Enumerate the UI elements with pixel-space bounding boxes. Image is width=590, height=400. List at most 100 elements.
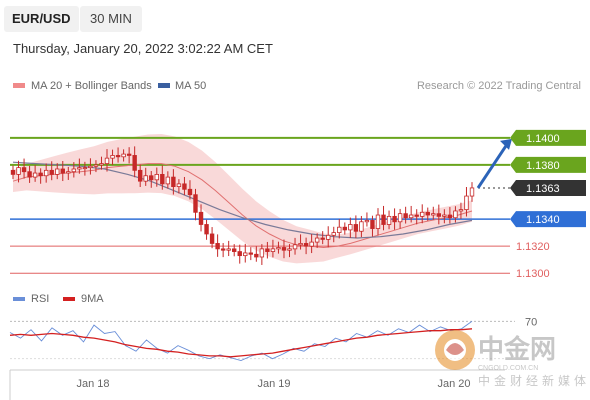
candle-body [160, 173, 165, 185]
candle-body [21, 167, 27, 173]
candle-body [137, 169, 143, 182]
candle-body [386, 215, 392, 225]
rsi-panel: 70 [9, 316, 537, 361]
candle-body [176, 183, 182, 187]
candle-body [287, 248, 292, 251]
candle-body [10, 169, 16, 175]
bollinger-band-area [13, 134, 472, 264]
level-label: 1.1300 [516, 268, 550, 280]
ma50-legend-swatch [158, 83, 170, 88]
candle-body [281, 247, 287, 251]
candle-body [143, 175, 148, 182]
candle-body [171, 176, 176, 187]
rsi-legend-label: RSI [31, 293, 49, 305]
candle-body [16, 167, 21, 175]
candle-body [243, 252, 248, 257]
candle-body [132, 155, 137, 171]
level-tag [510, 179, 586, 196]
candle-body [99, 163, 104, 166]
watermark-url: CNGOLD.COM.CN [478, 365, 538, 372]
x-tick-label: Jan 20 [437, 378, 470, 390]
candle-body [320, 237, 325, 240]
candle-body [60, 168, 65, 174]
candle-body [270, 248, 276, 252]
candle-body [276, 247, 281, 250]
candle-body [397, 213, 403, 223]
level-tag [510, 156, 586, 173]
candle-body [265, 248, 270, 252]
candle-body [209, 233, 215, 244]
candle-body [381, 214, 386, 225]
chart-datetime: Thursday, January 20, 2022 3:02:22 AM CE… [13, 41, 273, 56]
candle-body [154, 173, 159, 181]
candle-body [292, 244, 298, 250]
candle-body [115, 155, 121, 158]
symbol-label: EUR/USD [4, 6, 79, 32]
candle-body [331, 232, 336, 236]
candle-body [414, 214, 419, 217]
candle-body [165, 176, 171, 185]
rsi-level-label: 70 [525, 316, 537, 328]
candle-body [215, 243, 220, 250]
candle-body [359, 221, 364, 232]
level-label: 1.1320 [516, 241, 550, 253]
x-tick-label: Jan 18 [76, 378, 109, 390]
level-label: 1.1380 [526, 160, 560, 172]
candle-body [436, 213, 442, 217]
candle-body [425, 211, 430, 216]
candle-body [342, 226, 348, 231]
watermark-name: 中金网 [478, 334, 556, 364]
watermark-slogan: 中金财经新媒体 [478, 373, 590, 388]
candle-body [408, 214, 414, 219]
candle-body [104, 157, 110, 164]
candle-body [193, 194, 198, 213]
candle-body [314, 237, 320, 243]
candle-body [326, 234, 331, 240]
candle-body [88, 165, 93, 169]
forecast-arrow-head [500, 138, 512, 150]
bollinger-legend-label: MA 20 + Bollinger Bands [31, 80, 152, 92]
candle-body [82, 167, 88, 170]
candlesticks [10, 146, 475, 265]
main-legend: MA 20 + Bollinger Bands MA 50 Research ©… [13, 80, 581, 92]
candle-body [66, 171, 71, 174]
candle-body [403, 213, 408, 219]
candle-body [32, 172, 38, 178]
candle-body [431, 213, 436, 216]
price-levels [10, 136, 510, 274]
level-label: 1.1363 [526, 183, 560, 195]
candle-body [303, 243, 309, 247]
candle-body [375, 214, 381, 229]
candle-body [259, 248, 265, 258]
ma9-legend-label: 9MA [81, 293, 104, 305]
level-tag [510, 211, 586, 228]
candle-body [464, 195, 469, 211]
candle-body [364, 220, 370, 223]
timeframe-label[interactable]: 30 MIN [80, 6, 142, 32]
x-axis: Jan 18 Jan 19 Jan 20 [9, 369, 505, 400]
candle-body [469, 187, 475, 197]
ma50-legend-label: MA 50 [175, 80, 206, 92]
credit-text: Research © 2022 Trading Central [417, 80, 581, 92]
candle-body [392, 215, 397, 223]
candle-body [420, 211, 425, 217]
candle-body [149, 175, 154, 181]
rsi-line [9, 320, 473, 361]
candle-body [43, 169, 49, 177]
ma20-line [12, 163, 473, 249]
bollinger-legend-swatch [13, 83, 25, 88]
candle-body [126, 153, 132, 156]
candle-body [182, 183, 187, 190]
rsi-9ma-line [9, 328, 473, 358]
candle-body [49, 169, 54, 175]
candle-body [71, 168, 77, 173]
candle-body [204, 224, 209, 235]
candle-body [442, 214, 447, 217]
candle-body [27, 171, 32, 178]
candle-body [453, 210, 458, 219]
candle-body [198, 211, 204, 225]
level-labels: 1.1400 1.1380 1.1363 1.1340 1.1320 1.1300 [510, 129, 586, 280]
candle-body [309, 241, 314, 247]
watermark-swirl [446, 343, 464, 355]
